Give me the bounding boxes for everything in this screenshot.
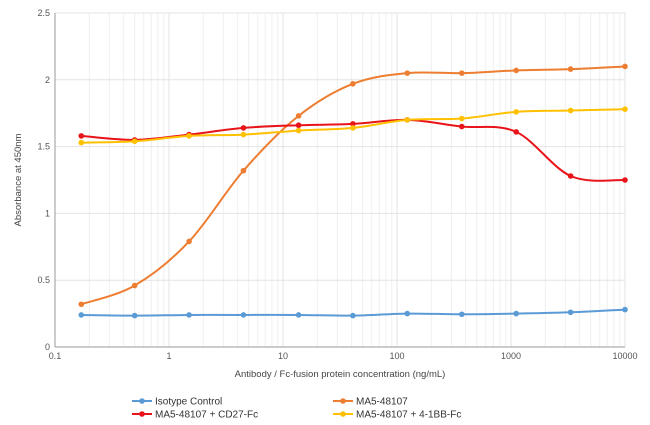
data-point: [458, 123, 465, 130]
data-point: [513, 109, 520, 115]
x-axis-title: Antibody / Fc-fusion protein concentrati…: [235, 369, 446, 380]
series-0: [78, 306, 628, 319]
y-tick-label: 1: [45, 208, 50, 218]
y-tick-label: 2: [45, 75, 50, 85]
data-point: [404, 117, 411, 123]
data-point: [567, 309, 574, 316]
data-point: [295, 127, 302, 134]
data-point: [240, 167, 247, 174]
data-point: [513, 129, 520, 135]
legend-swatch-marker: [139, 398, 145, 404]
series: [78, 63, 628, 319]
data-point: [186, 312, 192, 318]
data-point: [350, 121, 356, 127]
data-point: [622, 306, 628, 313]
data-point: [240, 131, 247, 138]
grid: [55, 12, 626, 347]
data-point: [350, 125, 356, 131]
legend-label: MA5-48107 + 4-1BB-Fc: [356, 410, 461, 421]
data-point: [78, 139, 85, 146]
series-1: [78, 63, 628, 308]
series-line: [80, 65, 626, 306]
legend-label: MA5-48107 + CD27-Fc: [155, 410, 258, 421]
data-point: [567, 66, 574, 72]
data-point: [404, 70, 411, 76]
data-point: [186, 133, 192, 139]
legend: Isotype Control MA5-48107 MA5-48107 + CD27…: [132, 397, 461, 421]
legend-label: Isotype Control: [155, 397, 222, 408]
data-point: [240, 312, 247, 318]
data-point: [404, 310, 411, 317]
legend-item: MA5-48107 + 4-1BB-Fc: [333, 410, 461, 421]
data-point: [622, 177, 628, 183]
x-tick-label: 10: [278, 351, 288, 361]
x-tick-label: 1: [166, 351, 171, 361]
data-point: [131, 138, 138, 145]
data-point: [622, 63, 628, 70]
data-point: [350, 81, 356, 87]
x-tick-label: 10000: [612, 351, 637, 361]
tick-labels: 0 0.5 1 1.5 2 2.5 0.1 1 10 100 1000 10000: [37, 8, 637, 361]
data-point: [131, 282, 138, 289]
legend-label: MA5-48107: [356, 397, 408, 408]
data-point: [567, 107, 574, 114]
legend-item: Isotype Control: [132, 397, 222, 408]
legend-item: MA5-48107 + CD27-Fc: [132, 410, 258, 421]
series-3: [78, 106, 628, 146]
axes: [54, 13, 625, 348]
legend-item: MA5-48107: [333, 397, 408, 408]
data-point: [186, 238, 192, 245]
legend-swatch-marker: [340, 411, 346, 417]
y-tick-label: 2.5: [37, 8, 50, 18]
data-point: [350, 312, 356, 319]
data-point: [78, 312, 85, 318]
data-point: [131, 312, 138, 319]
data-point: [567, 173, 574, 179]
legend-swatch-marker: [139, 411, 145, 417]
y-tick-label: 1.5: [37, 142, 50, 152]
data-point: [513, 67, 520, 74]
data-point: [458, 70, 465, 76]
x-tick-label: 100: [389, 351, 404, 361]
data-point: [458, 311, 465, 318]
y-tick-label: 0: [45, 342, 50, 352]
y-tick-label: 0.5: [37, 275, 50, 285]
data-point: [458, 115, 465, 122]
data-point: [513, 310, 520, 317]
data-point: [78, 301, 85, 308]
y-axis-title: Absorbance at 450nm: [13, 133, 24, 226]
data-point: [78, 133, 85, 139]
legend-swatch-marker: [340, 398, 346, 404]
data-point: [240, 125, 247, 131]
data-point: [295, 122, 302, 129]
data-point: [295, 312, 302, 318]
data-point: [622, 106, 628, 112]
x-tick-label: 1000: [501, 351, 521, 361]
x-tick-label: 0.1: [49, 351, 62, 361]
data-point: [295, 113, 302, 119]
